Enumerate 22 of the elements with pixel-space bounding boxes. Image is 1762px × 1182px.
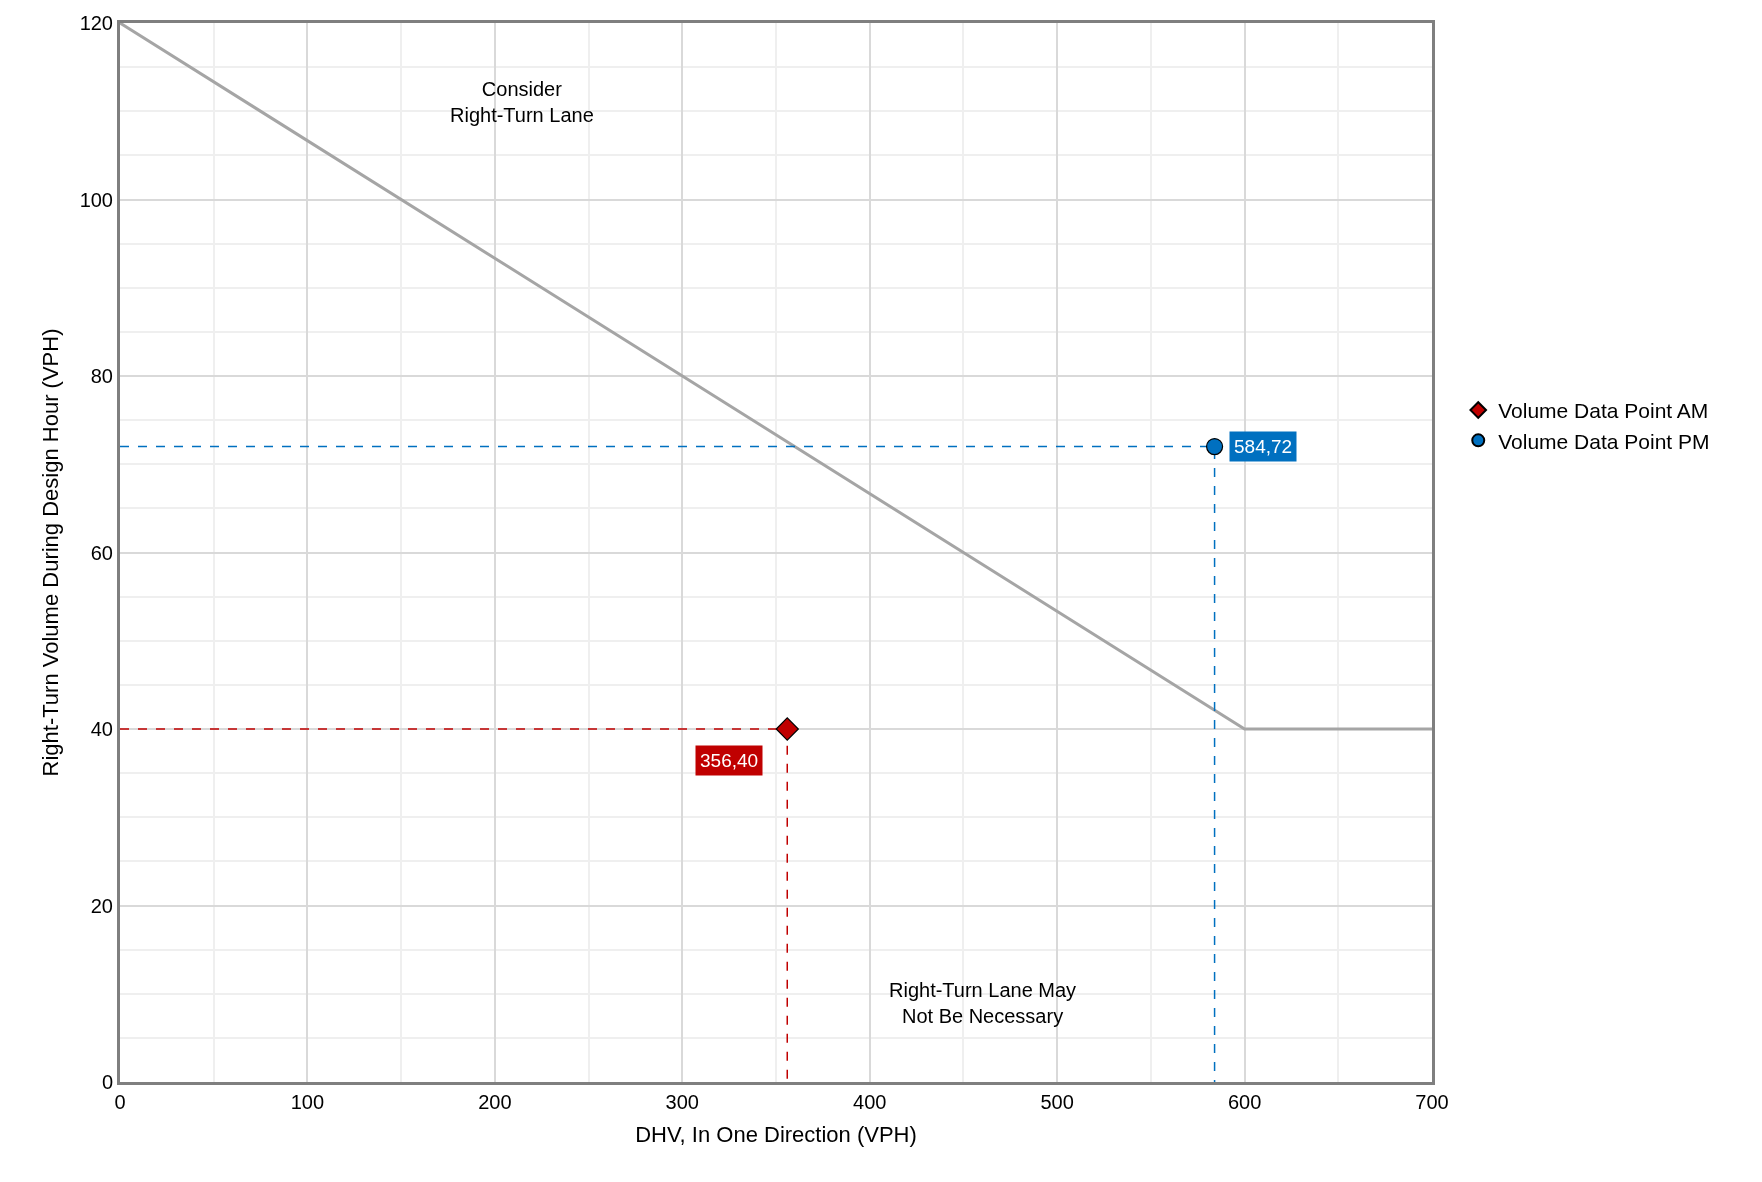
y-axis-title: Right-Turn Volume During Design Hour (VPH) <box>38 328 64 777</box>
x-tick-label: 400 <box>853 1091 887 1113</box>
x-axis-title: DHV, In One Direction (VPH) <box>635 1121 917 1147</box>
x-tick-label: 500 <box>1040 1091 1074 1113</box>
annotation: 356,40 <box>700 750 759 771</box>
y-tick-label: 40 <box>90 718 113 740</box>
y-tick-label: 80 <box>90 365 113 387</box>
legend-label: Volume Data Point PM <box>1498 429 1710 453</box>
y-tick-label: 100 <box>79 188 113 211</box>
y-tick-label: 60 <box>90 541 113 564</box>
y-tick-label: 0 <box>101 1071 113 1093</box>
annotation: Right-Turn Lane May Not Be Necessary <box>889 979 1077 1027</box>
annotation: Consider Right-Turn Lane <box>450 78 594 126</box>
annotation: 584,72 <box>1234 436 1293 457</box>
x-tick-label: 100 <box>290 1091 325 1113</box>
x-tick-label: 700 <box>1415 1091 1449 1113</box>
y-tick-label: 20 <box>90 894 113 917</box>
y-tick-label: 120 <box>79 12 113 34</box>
x-tick-label: 600 <box>1227 1091 1262 1113</box>
legend-label: Volume Data Point AM <box>1498 399 1709 423</box>
x-tick-label: 300 <box>665 1091 699 1113</box>
x-tick-label: 200 <box>478 1091 512 1113</box>
